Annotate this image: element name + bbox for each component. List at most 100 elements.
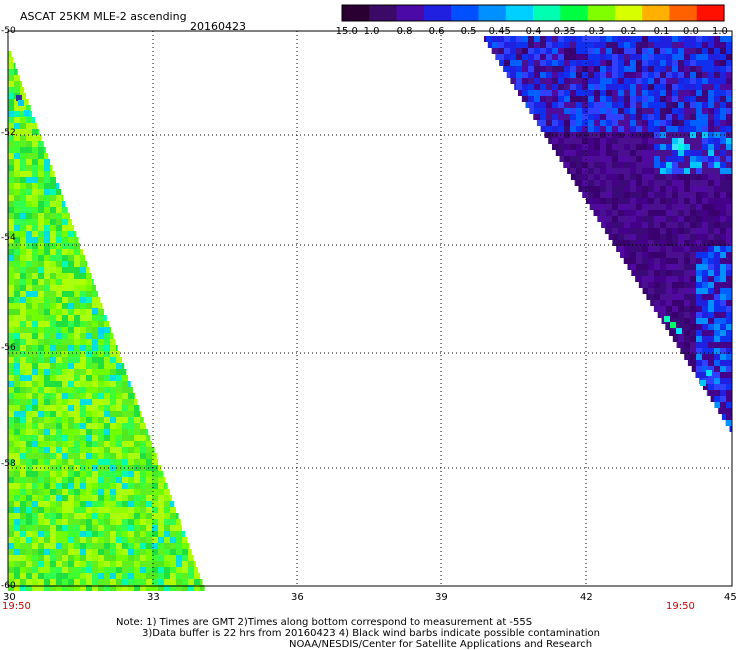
data-cell (558, 150, 564, 156)
data-cell (44, 285, 50, 291)
data-cell (672, 126, 678, 132)
data-cell (648, 216, 654, 222)
data-cell (726, 198, 732, 204)
data-cell (684, 102, 690, 108)
data-cell (50, 561, 56, 567)
data-cell (62, 453, 68, 459)
data-cell (630, 138, 636, 144)
data-cell (134, 429, 140, 435)
data-cell (696, 294, 702, 300)
data-cell (26, 117, 32, 123)
data-cell (56, 351, 62, 357)
data-cell (636, 228, 642, 234)
data-cell (14, 543, 20, 549)
data-cell (666, 258, 672, 264)
data-cell (14, 381, 20, 387)
data-cell (38, 555, 44, 561)
data-cell (8, 177, 14, 183)
data-cell (660, 102, 666, 108)
data-cell (56, 501, 62, 507)
data-cell (642, 54, 648, 60)
data-cell (558, 42, 564, 48)
data-cell (630, 114, 636, 120)
data-cell (20, 543, 26, 549)
data-cell (612, 186, 618, 192)
data-cell (98, 585, 104, 591)
data-cell (32, 249, 38, 255)
data-cell (20, 303, 26, 309)
data-cell (586, 198, 588, 204)
data-cell (582, 174, 588, 180)
data-cell (98, 519, 104, 525)
data-cell (8, 231, 14, 237)
data-cell (708, 312, 714, 318)
data-cell (588, 186, 594, 192)
data-cell (44, 183, 50, 189)
data-cell (20, 453, 26, 459)
data-cell (80, 525, 86, 531)
data-cell (654, 150, 660, 156)
data-cell (666, 180, 672, 186)
data-cell (696, 132, 702, 138)
data-cell (678, 48, 684, 54)
data-cell (44, 177, 50, 183)
data-cell (32, 327, 38, 333)
data-cell (672, 222, 678, 228)
data-cell (98, 297, 101, 303)
data-cell (684, 84, 690, 90)
data-cell (50, 273, 56, 279)
data-cell (510, 60, 516, 66)
data-cell (612, 126, 618, 132)
data-cell (92, 363, 98, 369)
data-cell (44, 561, 50, 567)
data-cell (14, 363, 20, 369)
data-cell (582, 54, 588, 60)
data-cell (684, 48, 690, 54)
data-cell (86, 297, 92, 303)
data-cell (38, 135, 42, 141)
data-cell (702, 294, 708, 300)
data-cell (20, 531, 26, 537)
data-cell (86, 531, 92, 537)
data-cell (552, 102, 558, 108)
data-cell (600, 216, 606, 222)
data-cell (32, 585, 38, 591)
data-cell (8, 453, 14, 459)
data-cell (720, 300, 726, 306)
data-cell (618, 120, 624, 126)
data-cell (672, 96, 678, 102)
data-cell (20, 519, 26, 525)
data-cell (696, 240, 702, 246)
data-cell (624, 42, 630, 48)
data-cell (726, 354, 732, 360)
data-cell (26, 531, 32, 537)
data-cell (594, 78, 600, 84)
data-cell (726, 114, 732, 120)
data-cell (696, 264, 702, 270)
data-cell (576, 48, 582, 54)
data-cell (92, 339, 98, 345)
data-cell (134, 519, 140, 525)
colorbar-segment (396, 5, 425, 21)
data-cell (32, 357, 38, 363)
data-cell (690, 156, 696, 162)
data-cell (564, 114, 570, 120)
data-cell (690, 276, 696, 282)
data-cell (152, 525, 158, 531)
data-cell (672, 210, 678, 216)
data-cell (20, 189, 26, 195)
data-cell (708, 132, 714, 138)
data-cell (600, 210, 606, 216)
data-cell (68, 519, 74, 525)
data-cell (68, 243, 74, 249)
data-cell (80, 555, 86, 561)
data-cell (522, 84, 528, 90)
data-cell (563, 162, 564, 168)
data-cell (56, 261, 62, 267)
data-cell (38, 387, 44, 393)
data-cell (714, 348, 720, 354)
data-cell (122, 573, 128, 579)
data-cell (104, 459, 110, 465)
data-cell (26, 243, 32, 249)
data-cell (612, 150, 618, 156)
